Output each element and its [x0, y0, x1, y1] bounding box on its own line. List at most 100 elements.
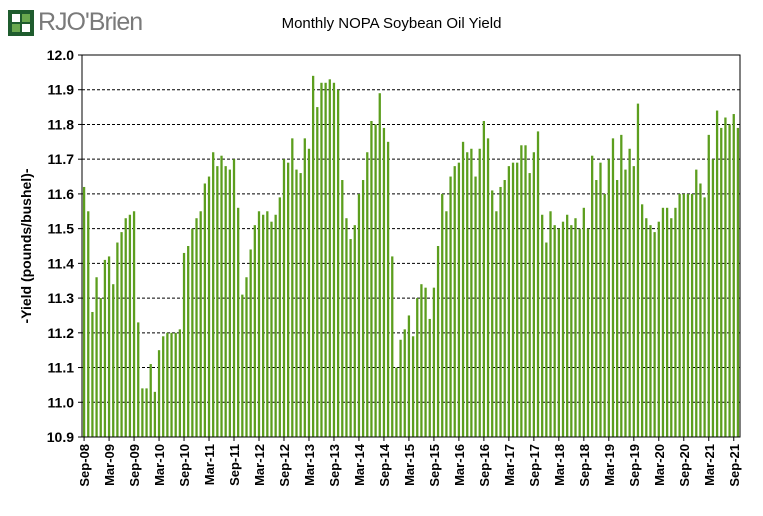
bar [628, 148, 631, 437]
bar [616, 180, 619, 437]
bar [178, 329, 182, 437]
x-tick-label: Mar-17 [502, 444, 517, 486]
bar [520, 145, 523, 438]
chart-title: Monthly NOPA Soybean Oil Yield [0, 15, 763, 32]
bar [174, 332, 177, 437]
y-tick-label: 11.4 [48, 255, 75, 271]
bar [128, 214, 132, 437]
y-tick-label: 11.3 [48, 290, 75, 306]
bar [216, 166, 219, 437]
x-tick-label: Mar-18 [552, 444, 567, 486]
bar [632, 166, 635, 437]
bar [424, 287, 427, 437]
bar [682, 193, 685, 437]
bar [328, 79, 331, 437]
bar [678, 193, 681, 437]
x-tick-label: Sep-09 [127, 444, 142, 487]
bar [278, 197, 281, 437]
bar [295, 169, 298, 437]
bar [120, 232, 123, 437]
chart-title-text: Monthly NOPA Soybean Oil Yield [281, 15, 502, 32]
bar [499, 186, 502, 437]
plot-area-border [81, 54, 741, 438]
bar [657, 221, 660, 437]
bar [532, 152, 535, 438]
x-axis-ticks: Sep-08 Mar-09 Sep-09 Mar-10 Sep-10 Mar-11 Sep-… [77, 437, 742, 487]
x-tick-label: Sep-16 [477, 444, 492, 487]
x-tick-label: Sep-12 [277, 444, 292, 487]
bar [486, 138, 490, 437]
bar [195, 218, 198, 437]
bar [466, 152, 469, 438]
bar [303, 138, 306, 437]
bar [403, 329, 406, 437]
bar [586, 228, 590, 437]
bar [249, 249, 252, 437]
bar [316, 107, 319, 437]
bar [603, 193, 606, 437]
bar [149, 364, 152, 437]
bar [703, 197, 706, 437]
bar [736, 127, 740, 438]
bar [107, 256, 111, 437]
bar [715, 110, 719, 437]
bar [262, 214, 265, 437]
bar [649, 225, 652, 437]
bar [162, 336, 165, 437]
bar [282, 159, 286, 437]
bar [391, 256, 394, 437]
bar [253, 225, 256, 437]
bar [620, 134, 623, 437]
x-tick-label: Sep-10 [177, 444, 192, 487]
bar [157, 350, 161, 437]
bar [87, 211, 90, 437]
bar [307, 148, 311, 437]
y-tick-label: 11.6 [48, 186, 75, 202]
x-tick-label: Sep-14 [377, 443, 392, 486]
bar [653, 232, 656, 437]
bar [574, 218, 577, 437]
bar [449, 176, 452, 438]
bar [720, 127, 723, 438]
bar [187, 246, 190, 437]
bar [636, 103, 640, 438]
bar [132, 211, 136, 437]
bar [549, 211, 552, 437]
bar [607, 159, 610, 437]
bar [670, 218, 673, 437]
bar [291, 138, 294, 437]
x-tick-label: Mar-11 [202, 444, 217, 485]
bar [441, 193, 444, 437]
bar [324, 82, 327, 437]
bar [599, 162, 602, 437]
x-tick-label: Mar-14 [352, 443, 367, 486]
x-tick-label: Sep-15 [427, 444, 442, 487]
rjobrien-logo-mark-icon [8, 9, 34, 36]
bar [320, 82, 323, 437]
bar [357, 193, 361, 437]
bar [661, 207, 665, 437]
bar [570, 225, 573, 437]
x-tick-label: Sep-18 [577, 444, 592, 487]
x-tick-label: Sep-19 [627, 444, 642, 487]
y-tick-label: 12.0 [47, 47, 74, 63]
bar [266, 211, 269, 437]
bar [420, 284, 423, 437]
bar [116, 242, 119, 437]
bar [287, 162, 290, 437]
bar [690, 193, 694, 437]
bar [399, 339, 402, 437]
bar [695, 169, 698, 437]
bar [528, 173, 531, 437]
bar [541, 214, 544, 437]
y-tick-label: 11.9 [48, 82, 75, 98]
bar [699, 183, 702, 437]
x-tick-label: Mar-19 [602, 444, 617, 486]
bar [182, 252, 186, 437]
bar [386, 141, 390, 437]
bar [137, 322, 140, 437]
bar [511, 162, 515, 437]
x-tick-label: Mar-20 [652, 444, 667, 486]
bar [378, 93, 381, 437]
